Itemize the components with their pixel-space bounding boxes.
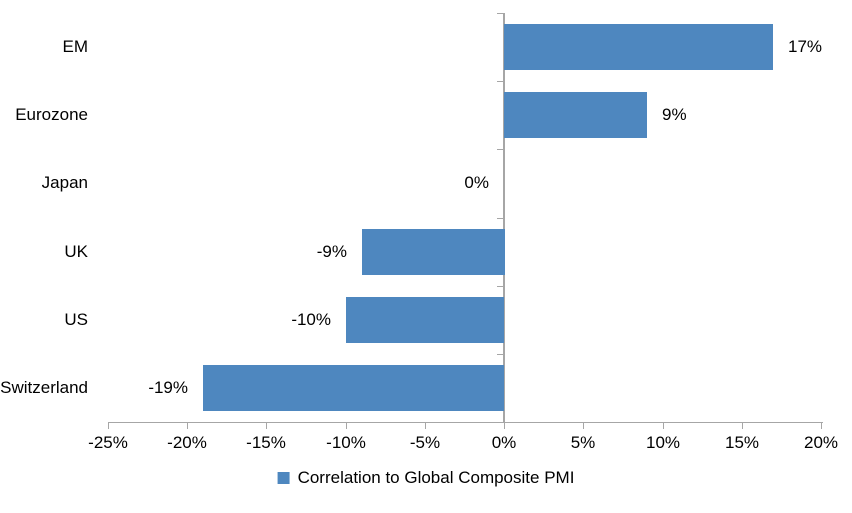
bar-uk bbox=[362, 229, 505, 275]
y-tick bbox=[497, 81, 504, 82]
bar-switzerland bbox=[203, 365, 504, 411]
y-tick bbox=[497, 354, 504, 355]
x-tick bbox=[742, 422, 743, 429]
value-label-eurozone: 9% bbox=[662, 105, 687, 124]
value-label-japan: 0% bbox=[464, 173, 489, 192]
legend-label: Correlation to Global Composite PMI bbox=[297, 468, 575, 487]
category-label-japan: Japan bbox=[41, 173, 88, 192]
x-tick bbox=[583, 422, 584, 429]
bar-em bbox=[504, 24, 773, 70]
x-tick bbox=[504, 422, 505, 429]
x-axis-line bbox=[108, 422, 823, 423]
x-tick bbox=[187, 422, 188, 429]
y-tick bbox=[497, 218, 504, 219]
x-tick-label: -15% bbox=[246, 433, 286, 452]
x-tick bbox=[821, 422, 822, 429]
value-label-em: 17% bbox=[788, 37, 823, 56]
x-tick-label: 0% bbox=[491, 433, 517, 452]
x-tick-label: 20% bbox=[803, 433, 839, 452]
category-label-us: US bbox=[64, 310, 88, 329]
x-tick-label: -5% bbox=[409, 433, 441, 452]
x-tick bbox=[663, 422, 664, 429]
category-label-eurozone: Eurozone bbox=[15, 105, 88, 124]
x-tick bbox=[346, 422, 347, 429]
x-tick-label: -10% bbox=[326, 433, 366, 452]
x-tick-label: 5% bbox=[570, 433, 596, 452]
category-label-uk: UK bbox=[64, 242, 88, 261]
x-tick bbox=[266, 422, 267, 429]
category-label-em: EM bbox=[62, 37, 89, 56]
bar-us bbox=[346, 297, 504, 343]
y-tick bbox=[497, 13, 504, 14]
x-tick-label: -25% bbox=[88, 433, 128, 452]
category-label-switzerland: Switzerland bbox=[0, 378, 88, 397]
y-tick bbox=[497, 149, 504, 150]
legend: Correlation to Global Composite PMI bbox=[277, 467, 575, 489]
value-label-us: -10% bbox=[291, 310, 331, 329]
y-tick bbox=[497, 286, 504, 287]
value-label-uk: -9% bbox=[316, 242, 347, 261]
value-label-switzerland: -19% bbox=[148, 378, 188, 397]
x-tick-label: -20% bbox=[167, 433, 207, 452]
x-tick bbox=[425, 422, 426, 429]
legend-swatch-icon bbox=[277, 472, 290, 484]
x-tick-label: 15% bbox=[724, 433, 760, 452]
y-axis-line bbox=[503, 13, 505, 422]
x-tick-label: 10% bbox=[645, 433, 681, 452]
bar-eurozone bbox=[504, 92, 647, 138]
x-tick bbox=[108, 422, 109, 429]
